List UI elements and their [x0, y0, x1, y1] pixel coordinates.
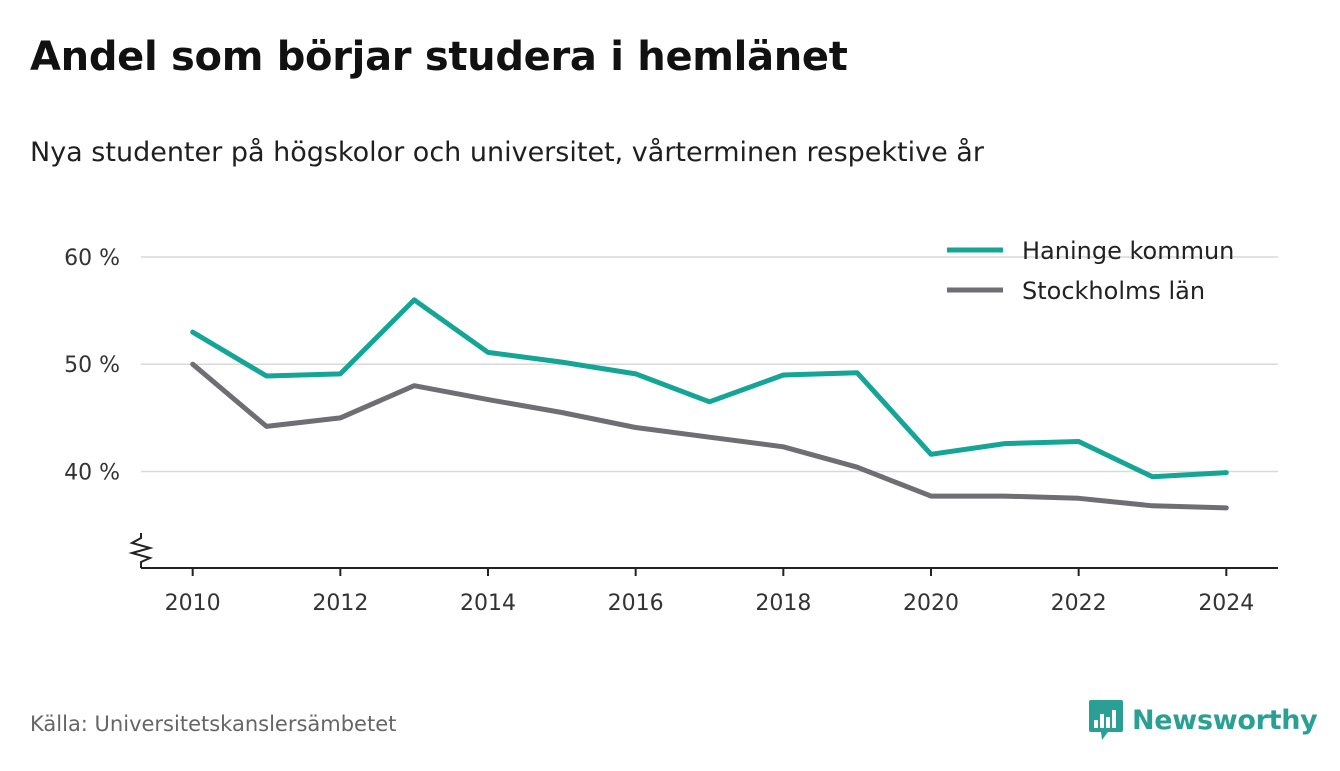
- x-tick-label: 2016: [608, 591, 664, 616]
- x-tick-label: 2010: [165, 591, 221, 616]
- x-tick-label: 2022: [1051, 591, 1107, 616]
- x-tick-label: 2020: [903, 591, 959, 616]
- y-tick-label: 40 %: [64, 460, 120, 485]
- x-tick-label: 2018: [755, 591, 811, 616]
- brand-logo: Newsworthy: [1088, 698, 1318, 742]
- grid-lines: [141, 256, 1278, 473]
- x-axis: 2010 2012 2014 2016 2018 2020 2022 2024: [128, 533, 1278, 616]
- brand-name: Newsworthy: [1132, 704, 1318, 736]
- series-line-haninge-kommun: [190, 297, 1229, 480]
- series-line-stockholms-län: [190, 361, 1229, 511]
- x-tick-label: 2012: [312, 591, 368, 616]
- legend-label: Haninge kommun: [1022, 237, 1234, 265]
- y-tick-label: 60 %: [64, 246, 120, 271]
- chart-subtitle: Nya studenter på högskolor och universit…: [30, 137, 984, 168]
- x-tick-label: 2014: [460, 591, 516, 616]
- y-axis-ticks: 40 % 50 % 60 %: [64, 246, 120, 485]
- y-tick-label: 50 %: [64, 353, 120, 378]
- series-lines: [190, 297, 1229, 511]
- legend: Haninge kommun Stockholms län: [947, 237, 1234, 305]
- axis-break-mark: [128, 533, 154, 568]
- legend-label: Stockholms län: [1022, 277, 1205, 305]
- chart-title: Andel som börjar studera i hemlänet: [30, 34, 848, 80]
- x-tick-label: 2024: [1198, 591, 1254, 616]
- source-note: Källa: Universitetskanslersämbetet: [30, 712, 397, 736]
- newsworthy-logo-icon: [1089, 700, 1123, 740]
